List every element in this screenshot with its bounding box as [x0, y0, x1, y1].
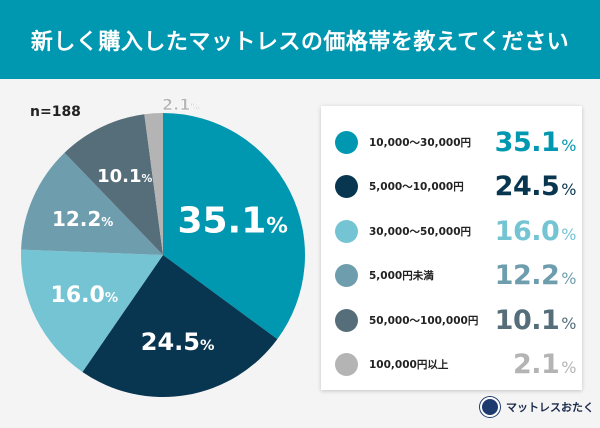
slice-label: 12.2% — [52, 207, 113, 231]
legend-value: 2.1% — [512, 349, 577, 380]
leader-line — [158, 113, 164, 116]
legend-swatch — [335, 130, 358, 154]
legend-label: 50,000〜100,000円 — [369, 314, 479, 327]
legend-item: 30,000〜50,000円 16.0% — [321, 209, 582, 253]
legend-item: 10,000〜30,000円 35.1% — [321, 120, 582, 164]
slice-label: 24.5% — [141, 328, 215, 356]
slice-label: 10.1% — [97, 166, 152, 187]
legend-label: 10,000〜30,000円 — [369, 136, 472, 149]
pie-slice — [82, 255, 278, 397]
legend-item: 5,000円未満 12.2% — [321, 254, 582, 298]
slice-label: 2.1% — [162, 95, 200, 114]
brand-logo: マットレスおたく — [480, 397, 594, 417]
legend-swatch — [335, 264, 358, 287]
pie-slice — [163, 113, 305, 340]
pie-slice — [144, 113, 163, 255]
legend-swatch — [335, 219, 358, 243]
sample-size: n=188 — [30, 104, 81, 120]
pie-slice — [20, 249, 163, 372]
brand-logo-icon — [480, 397, 500, 417]
slice-label: 35.1% — [177, 200, 287, 241]
legend-value: 16.0% — [494, 215, 577, 247]
pie-slice — [21, 152, 164, 255]
legend-value: 12.2% — [494, 260, 577, 291]
brand-name: マットレスおたく — [506, 401, 594, 414]
legend-item: 50,000〜100,000円 10.1% — [321, 298, 582, 342]
legend-swatch — [335, 353, 358, 376]
page-title: 新しく購入したマットレスの価格帯を教えてください — [0, 0, 600, 79]
pie-chart: 35.1% 24.5% 16.0% 12.2% 10.1% 2.1% — [20, 95, 305, 397]
pie-slice — [64, 114, 163, 255]
legend-swatch — [335, 308, 358, 332]
legend-label: 5,000〜10,000円 — [369, 181, 464, 193]
legend-label: 5,000円未満 — [369, 270, 434, 282]
legend-value: 35.1% — [494, 126, 577, 158]
legend-label: 30,000〜50,000円 — [369, 225, 472, 238]
legend-swatch — [335, 175, 358, 198]
legend-label: 100,000円以上 — [369, 359, 449, 371]
legend-item: 100,000円以上 2.1% — [321, 343, 582, 387]
slice-label: 16.0% — [51, 283, 119, 308]
legend-value: 10.1% — [494, 304, 577, 336]
legend-item: 5,000〜10,000円 24.5% — [321, 165, 582, 209]
legend: 10,000〜30,000円 35.1% 5,000〜10,000円 24.5% 30,… — [321, 106, 582, 390]
legend-value: 24.5% — [494, 171, 577, 202]
